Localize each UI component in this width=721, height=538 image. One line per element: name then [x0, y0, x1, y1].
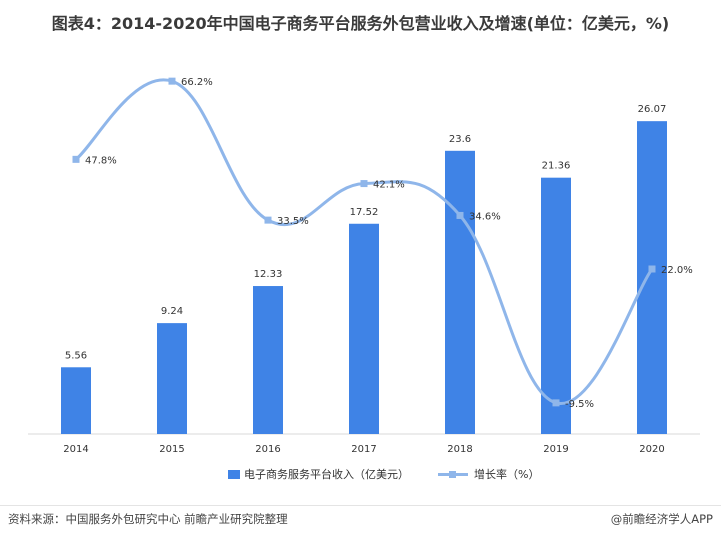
- chart-title: 图表4：2014-2020年中国电子商务平台服务外包营业收入及增速(单位：亿美元…: [51, 14, 670, 33]
- growth-marker-2016: [264, 216, 272, 224]
- bar-2020: [637, 121, 667, 434]
- x-tick-2017: 2017: [351, 444, 376, 455]
- growth-marker-2014: [72, 155, 80, 163]
- growth-label-2016: 33.5%: [277, 216, 309, 227]
- footer-divider: [0, 505, 721, 506]
- bar-2014: [61, 367, 91, 434]
- x-tick-2016: 2016: [255, 444, 280, 455]
- growth-label-2020: 22.0%: [661, 265, 693, 276]
- growth-label-2014: 47.8%: [85, 155, 117, 166]
- growth-marker-2017: [360, 180, 368, 188]
- legend-bar-swatch: [228, 470, 240, 479]
- growth-label-2015: 66.2%: [181, 77, 213, 88]
- bar-2017: [349, 223, 379, 434]
- bar-label-2017: 17.52: [350, 207, 379, 218]
- x-tick-2019: 2019: [543, 444, 568, 455]
- growth-label-2018: 34.6%: [469, 211, 501, 222]
- combo-chart: 5.56 2014 9.24 2015 12.33 2016 17.52 2017 23.6 20…: [28, 77, 700, 481]
- growth-marker-2015: [168, 77, 176, 85]
- growth-label-2017: 42.1%: [373, 180, 405, 191]
- growth-label-2019: -9.5%: [565, 399, 594, 410]
- bar-label-2018: 23.6: [449, 134, 471, 145]
- bar-label-2020: 26.07: [638, 104, 667, 115]
- bar-2015: [157, 323, 187, 434]
- bar-label-2014: 5.56: [65, 350, 87, 361]
- growth-marker-2019: [552, 399, 560, 407]
- brand-credit: @前瞻经济学人APP: [610, 512, 713, 526]
- x-tick-2020: 2020: [639, 444, 664, 455]
- bar-label-2019: 21.36: [542, 161, 571, 172]
- bar-2019: [541, 177, 571, 434]
- bar-label-2015: 9.24: [161, 306, 183, 317]
- bar-2016: [253, 286, 283, 434]
- legend-bar-label: 电子商务服务平台收入（亿美元）: [244, 467, 409, 481]
- x-tick-2014: 2014: [63, 444, 88, 455]
- bar-2018: [445, 150, 475, 435]
- legend-line-label: 增长率（%）: [474, 467, 539, 481]
- source-note: 资料来源：中国服务外包研究中心 前瞻产业研究院整理: [8, 512, 288, 526]
- legend-line-marker: [449, 471, 456, 478]
- growth-marker-2020: [648, 265, 656, 273]
- x-tick-2015: 2015: [159, 444, 184, 455]
- growth-marker-2018: [456, 211, 464, 219]
- bar-label-2016: 12.33: [254, 269, 283, 280]
- x-tick-2018: 2018: [447, 444, 472, 455]
